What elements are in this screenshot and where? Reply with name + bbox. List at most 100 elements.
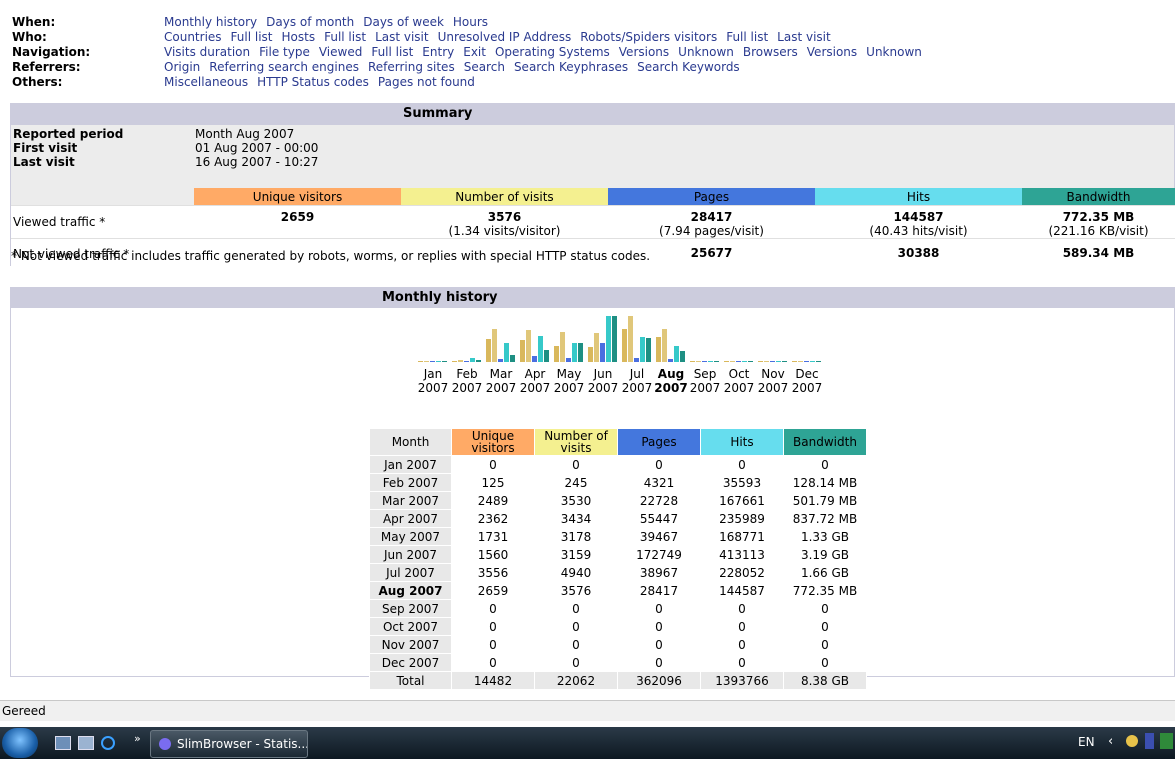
chart-bar [742,361,747,362]
chart-tick-year: 2007 [452,381,483,395]
chart-bar [748,361,753,362]
monthly-cell-pages: 22728 [617,491,701,510]
nav-link[interactable]: Last visit [777,30,831,44]
nav-link[interactable]: Exit [463,45,486,59]
nav-link[interactable]: Versions [618,45,670,59]
nav-row-links: Monthly history Days of month Days of week… [164,15,497,30]
monthly-total-row: Total 14482 22062 362096 1393766 8.38 GB [369,671,867,690]
nav-link[interactable]: Hosts [281,30,316,44]
chart-tick-year: 2007 [758,381,789,395]
chart-bar [572,343,577,362]
viewed-hits-ratio: (40.43 hits/visit) [869,224,968,238]
chart-tick-year: 2007 [690,381,721,395]
nav-link[interactable]: Days of month [266,15,355,29]
chart-bar [436,361,441,362]
nav-link[interactable]: Monthly history [164,15,258,29]
nav-link[interactable]: Last visit [375,30,429,44]
nav-link[interactable]: Miscellaneous [164,75,249,89]
monthly-title: Monthly history [382,290,498,305]
monthly-cell-unique: 1560 [451,545,535,564]
total-hits: 1393766 [700,671,784,690]
nav-link[interactable]: Operating Systems [494,45,610,59]
chart-tick-year: 2007 [588,381,619,395]
monthly-row: Nov 2007 0 0 0 0 0 [369,635,867,654]
nav-link[interactable]: Pages not found [377,75,475,89]
nav-link[interactable]: Countries [164,30,222,44]
nav-link[interactable]: Referring search engines [209,60,359,74]
nav-link[interactable]: Search Keyphrases [513,60,629,74]
nav-link[interactable]: Search [463,60,505,74]
taskbar-window-button[interactable]: SlimBrowser - Statis... [150,730,308,758]
summary-header-row: Unique visitors Number of visits Pages H… [11,188,1175,206]
chart-bar [662,329,667,362]
monthly-cell-hits: 167661 [700,491,784,510]
monthly-cell-unique: 0 [451,617,535,636]
viewed-visits-ratio: (1.34 visits/visitor) [448,224,561,238]
nav-link[interactable]: Versions [806,45,858,59]
viewed-hits: 144587 [893,210,944,224]
nav-link[interactable]: Browsers [742,45,798,59]
monthly-cell-month: Sep 2007 [369,599,452,618]
traffic-footnote: * Not viewed traffic includes traffic ge… [11,249,651,263]
chart-bar [606,316,611,362]
nav-link[interactable]: Full list [371,45,414,59]
internet-explorer-icon[interactable] [101,736,115,750]
nav-link[interactable]: Hours [452,15,489,29]
nav-link[interactable]: Viewed [318,45,363,59]
start-button[interactable] [2,728,38,758]
nav-link[interactable]: Full list [324,30,367,44]
monthly-row: Jan 2007 0 0 0 0 0 [369,455,867,474]
chart-bar [492,329,497,362]
nav-link[interactable]: HTTP Status codes [257,75,369,89]
chart-bar [538,336,543,362]
nav-link[interactable]: Full list [230,30,273,44]
nav-link[interactable]: Robots/Spiders visitors [580,30,718,44]
language-indicator[interactable]: EN [1078,735,1095,749]
viewed-traffic-row: Viewed traffic * 2659 3576 (1.34 visits/v… [11,205,1175,239]
monthly-cell-bandwidth: 1.66 GB [783,563,867,582]
chart-bar [578,343,583,362]
monthly-cell-visits: 3576 [534,581,618,600]
chart-bar [702,361,707,362]
monthly-cell-unique: 1731 [451,527,535,546]
tray-expand-icon[interactable]: ‹ [1108,734,1114,749]
chart-bar [498,359,503,362]
nav-link[interactable]: Referring sites [367,60,455,74]
chart-bar [526,330,531,362]
tray-battery-icon[interactable] [1145,733,1154,749]
monthly-cell-month: May 2007 [369,527,452,546]
nav-row-label: Navigation: [12,45,91,59]
chart-bar [622,329,627,362]
reported-period-label: Reported period [13,127,124,141]
nav-link[interactable]: Unknown [678,45,734,59]
switch-windows-icon[interactable] [78,736,94,750]
nav-link[interactable]: Visits duration [164,45,251,59]
nav-link[interactable]: Entry [422,45,455,59]
nav-link[interactable]: Search Keywords [637,60,740,74]
monthly-row: Jun 2007 1560 3159 172749 413113 3.19 GB [369,545,867,564]
nav-link[interactable]: Full list [726,30,769,44]
monthly-cell-unique: 3556 [451,563,535,582]
viewed-bandwidth: 772.35 MB [1062,210,1135,224]
nav-row-label: When: [12,15,56,29]
monthly-cell-bandwidth: 501.79 MB [783,491,867,510]
chart-bar [634,358,639,362]
monthly-cell-unique: 2659 [451,581,535,600]
total-visits: 22062 [534,671,618,690]
tray-security-icon[interactable] [1160,733,1173,749]
status-text: Gereed [2,704,46,718]
show-desktop-icon[interactable] [55,736,71,750]
total-pages: 362096 [617,671,701,690]
viewed-unique-cell: 2659 [194,205,401,239]
not-viewed-blank [194,238,608,269]
nav-link[interactable]: File type [259,45,310,59]
nav-link[interactable]: Origin [164,60,201,74]
quick-launch-overflow-icon[interactable]: » [134,732,141,745]
nav-link[interactable]: Unresolved IP Address [437,30,572,44]
chart-bar [464,361,469,362]
nav-link[interactable]: Days of week [363,15,444,29]
nav-link[interactable]: Unknown [866,45,922,59]
tray-network-icon[interactable] [1126,735,1138,747]
chart-tick-month: Apr [525,367,546,381]
monthly-cell-visits: 0 [534,617,618,636]
